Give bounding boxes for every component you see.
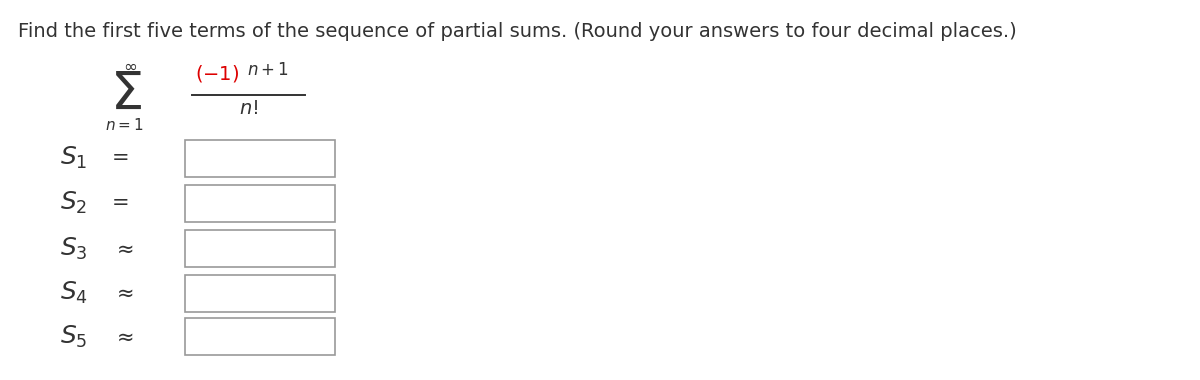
- Text: $\approx$: $\approx$: [112, 283, 133, 303]
- Text: $n = 1$: $n = 1$: [104, 117, 143, 133]
- Text: $\infty$: $\infty$: [122, 57, 137, 75]
- Text: Find the first five terms of the sequence of partial sums. (Round your answers t: Find the first five terms of the sequenc…: [18, 22, 1016, 41]
- Bar: [185, 140, 335, 177]
- Text: $\Sigma$: $\Sigma$: [110, 69, 142, 121]
- Text: $\approx$: $\approx$: [112, 239, 133, 259]
- Text: $S_4$: $S_4$: [60, 280, 88, 306]
- Bar: [185, 230, 335, 267]
- Bar: [185, 318, 335, 355]
- Text: $S_3$: $S_3$: [60, 236, 88, 262]
- Text: $n + 1$: $n + 1$: [247, 61, 289, 79]
- Text: $(-1)$: $(-1)$: [194, 63, 239, 84]
- Text: $n!$: $n!$: [239, 99, 258, 118]
- Text: $S_1$: $S_1$: [60, 145, 88, 171]
- Text: $S_2$: $S_2$: [60, 190, 88, 216]
- Text: =: =: [112, 193, 130, 213]
- Bar: [185, 185, 335, 222]
- Text: $S_5$: $S_5$: [60, 324, 88, 350]
- Text: $\approx$: $\approx$: [112, 327, 133, 347]
- Bar: [185, 275, 335, 312]
- Text: =: =: [112, 148, 130, 168]
